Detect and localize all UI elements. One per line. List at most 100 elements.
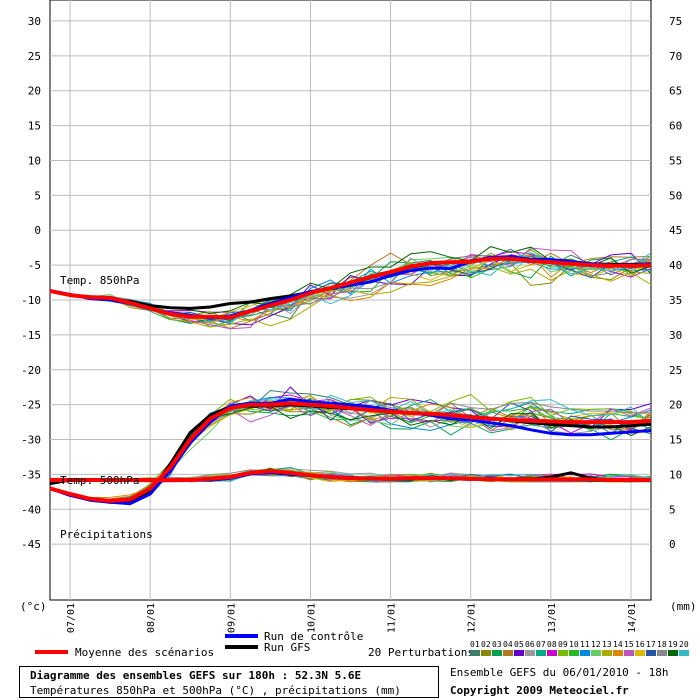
right-tick-label: 65 bbox=[669, 85, 682, 98]
left-tick-label: -35 bbox=[21, 468, 41, 481]
left-tick-label: -40 bbox=[21, 503, 41, 516]
left-tick-label: -25 bbox=[21, 399, 41, 412]
right-tick-label: 60 bbox=[669, 120, 682, 133]
legend-mean-label: Moyenne des scénarios bbox=[75, 646, 214, 659]
date-label: 09/01 bbox=[226, 603, 237, 633]
perturbation-id: 07 bbox=[536, 640, 546, 649]
perturbation-ids: 0102030405060708091011121314151617181920 bbox=[470, 640, 690, 649]
perturbation-swatch bbox=[547, 650, 557, 656]
footer-title: Diagramme des ensembles GEFS sur 180h : … bbox=[30, 669, 362, 682]
right-tick-label: 40 bbox=[669, 259, 682, 272]
right-axis-unit: (mm) bbox=[670, 600, 697, 613]
perturbation-swatch bbox=[580, 650, 590, 656]
date-label: 12/01 bbox=[467, 603, 478, 633]
right-tick-label: 15 bbox=[669, 434, 682, 447]
perturbation-id: 02 bbox=[481, 640, 491, 649]
right-tick-label: 5 bbox=[669, 503, 676, 516]
left-tick-label: 30 bbox=[28, 15, 41, 28]
perturbation-id: 04 bbox=[503, 640, 513, 649]
date-label: 08/01 bbox=[146, 603, 157, 633]
legend-control-label: Run de contrôle bbox=[264, 630, 363, 643]
perturbation-swatches bbox=[470, 650, 690, 656]
legend: Moyenne des scénarios Run de contrôle Ru… bbox=[35, 630, 474, 659]
left-tick-label: -15 bbox=[21, 329, 41, 342]
perturbation-id: 03 bbox=[492, 640, 502, 649]
right-tick-label: 25 bbox=[669, 364, 682, 377]
footer-run: Ensemble GEFS du 06/01/2010 - 18h bbox=[450, 666, 669, 679]
perturbation-line-09-t500 bbox=[49, 393, 652, 502]
perturbation-swatch bbox=[624, 650, 634, 656]
perturbation-swatch bbox=[514, 650, 524, 656]
perturbation-id: 17 bbox=[646, 640, 656, 649]
series-line-precip bbox=[50, 469, 651, 482]
perturbation-id: 18 bbox=[657, 640, 667, 649]
perturbation-swatch bbox=[503, 650, 513, 656]
series-line-t500 bbox=[49, 397, 652, 506]
perturbation-swatch bbox=[525, 650, 535, 656]
perturbation-id: 05 bbox=[514, 640, 524, 649]
info-box bbox=[19, 666, 439, 698]
perturbation-swatch bbox=[613, 650, 623, 656]
right-tick-label: 30 bbox=[669, 329, 682, 342]
perturbation-id: 20 bbox=[679, 640, 689, 649]
series-line-t850 bbox=[49, 256, 652, 320]
left-tick-label: -5 bbox=[28, 259, 41, 272]
perturbation-swatch bbox=[492, 650, 502, 656]
right-tick-label: 50 bbox=[669, 189, 682, 202]
right-tick-label: 75 bbox=[669, 15, 682, 28]
left-tick-label: 10 bbox=[28, 154, 41, 167]
panel-label-t850: Temp. 850hPa bbox=[60, 274, 139, 287]
right-tick-label: 55 bbox=[669, 154, 682, 167]
right-tick-label: 20 bbox=[669, 399, 682, 412]
main-series-lines bbox=[49, 255, 652, 506]
perturbation-id: 12 bbox=[591, 640, 601, 649]
perturbation-id: 10 bbox=[569, 640, 579, 649]
right-tick-label: 10 bbox=[669, 468, 682, 481]
left-tick-label: -30 bbox=[21, 434, 41, 447]
perturbation-id: 19 bbox=[668, 640, 678, 649]
perturbation-swatch bbox=[657, 650, 667, 656]
date-label: 07/01 bbox=[66, 603, 77, 633]
right-tick-label: 45 bbox=[669, 224, 682, 237]
date-label: 14/01 bbox=[627, 603, 638, 633]
left-axis-unit: (°c) bbox=[20, 600, 47, 613]
left-tick-label: 15 bbox=[28, 120, 41, 133]
left-tick-label: 25 bbox=[28, 50, 41, 63]
left-tick-label: -10 bbox=[21, 294, 41, 307]
perturbation-swatch bbox=[668, 650, 678, 656]
perturbation-id: 09 bbox=[558, 640, 568, 649]
perturbation-swatch bbox=[591, 650, 601, 656]
series-line-t500 bbox=[49, 401, 652, 503]
date-label: 13/01 bbox=[547, 603, 558, 633]
panel-label-t500: Temp. 500hPa bbox=[60, 474, 139, 487]
perturbation-swatch bbox=[536, 650, 546, 656]
perturbation-swatch bbox=[602, 650, 612, 656]
perturbation-swatch bbox=[558, 650, 568, 656]
panel-label-precip: Précipitations bbox=[60, 528, 153, 541]
left-tick-label: 20 bbox=[28, 85, 41, 98]
legend-perturbations-label: 20 Perturbations bbox=[368, 646, 474, 659]
perturbation-id: 15 bbox=[624, 640, 634, 649]
footer-subtitle: Températures 850hPa et 500hPa (°C) , pré… bbox=[30, 684, 401, 697]
left-tick-label: -45 bbox=[21, 538, 41, 551]
perturbation-swatch bbox=[470, 650, 480, 656]
right-tick-label: 70 bbox=[669, 50, 682, 63]
perturbation-swatch bbox=[569, 650, 579, 656]
date-labels: 07/01 08/01 09/01 10/01 11/01 12/01 13/01 14/01 bbox=[66, 603, 638, 633]
footer-copyright: Copyright 2009 Meteociel.fr bbox=[450, 684, 629, 697]
perturbation-id: 16 bbox=[635, 640, 645, 649]
right-tick-label: 0 bbox=[669, 538, 676, 551]
perturbation-id: 11 bbox=[580, 640, 590, 649]
perturbation-swatch bbox=[481, 650, 491, 656]
left-tick-label: 5 bbox=[34, 189, 41, 202]
left-tick-label: -20 bbox=[21, 364, 41, 377]
perturbation-line-11-t850 bbox=[49, 258, 652, 322]
perturbation-swatch bbox=[635, 650, 645, 656]
perturbation-id: 13 bbox=[602, 640, 612, 649]
date-label: 10/01 bbox=[306, 603, 317, 633]
left-tick-label: 0 bbox=[34, 224, 41, 237]
legend-gfs-label: Run GFS bbox=[264, 641, 310, 654]
perturbation-swatch bbox=[646, 650, 656, 656]
